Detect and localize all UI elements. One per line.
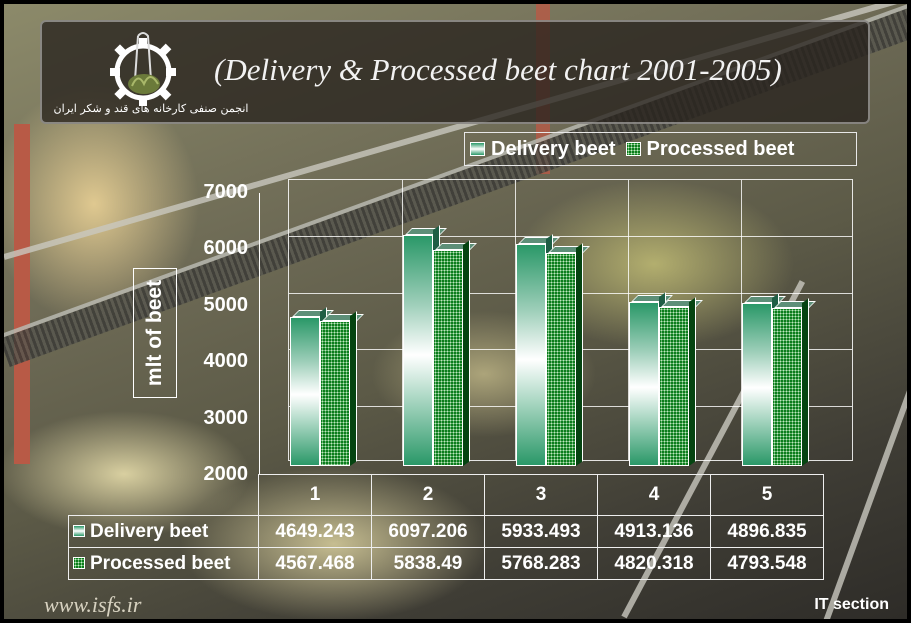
table-cell: 4567.468 [258,547,372,580]
bar-front-face [403,234,433,466]
website-link[interactable]: www.isfs.ir [44,592,142,617]
table-column-header: 4 [597,474,711,516]
bar-delivery-4 [629,291,673,466]
bar-top-face [435,242,477,250]
bar-top-face [322,314,364,322]
gridline [402,180,403,460]
table-row-label: Processed beet [68,547,259,580]
data-table: 1 2 3 4 5 Delivery beet 4649.243 6097.20… [68,474,824,580]
bar-front-face [516,244,546,466]
table-cell: 6097.206 [371,515,485,548]
bar-side-face [463,239,470,466]
bar-side-face [802,298,809,466]
y-tick: 2000 [203,463,249,485]
gridline [515,180,516,460]
gridline [289,236,852,237]
legend-label: Delivery beet [491,137,616,160]
slide: انجمن صنفی کارخانه های قند و شکر ایران (… [4,4,907,619]
gridline [628,180,629,460]
chart-legend: Delivery beet Processed beet [464,132,857,166]
y-axis-title-box [133,268,177,398]
y-tick: 5000 [203,294,249,316]
table-cell: 4649.243 [258,515,372,548]
bar-top-face [518,237,560,245]
bar-front-face [290,316,320,466]
bar-front-face [629,301,659,466]
table-cell: 5933.493 [484,515,598,548]
y-axis-line [259,193,260,475]
bar-side-face [689,297,696,466]
bar-delivery-2 [403,225,447,466]
table-row-label: Delivery beet [68,515,259,548]
bar-delivery-1 [290,306,334,466]
row-label-text: Delivery beet [90,520,209,542]
bar-front-face [659,306,689,466]
table-cell: 5838.49 [371,547,485,580]
table-corner [69,475,259,516]
y-tick: 3000 [203,407,249,429]
chart-title: (Delivery & Processed beet chart 2001-20… [214,52,782,87]
dotted-green-swatch-icon [73,557,85,570]
table-cell: 5768.283 [484,547,598,580]
bar-processed-5 [772,298,816,466]
footer-section-label: IT section [814,596,889,613]
y-axis-title: mlt of beet [143,279,166,387]
table-column-header: 2 [371,474,485,516]
row-label-text: Processed beet [90,552,231,574]
bar-processed-2 [433,239,477,466]
logo-caption: انجمن صنفی کارخانه های قند و شکر ایران [53,102,249,115]
gear-logo-icon [110,32,176,106]
y-tick: 6000 [203,237,249,259]
title-banner: انجمن صنفی کارخانه های قند و شکر ایران (… [40,20,870,124]
table-cell: 4820.318 [597,547,711,580]
table-cell: 4793.548 [710,547,824,580]
table-row: Processed beet 4567.468 5838.49 5768.283… [68,547,824,580]
bar-front-face [742,302,772,466]
background-pillar [14,124,30,464]
legend-item-delivery: Delivery beet [470,138,616,161]
table-column-header: 3 [484,474,598,516]
y-tick: 4000 [203,350,249,372]
gridline [741,180,742,460]
dotted-green-swatch-icon [625,142,641,156]
bar-front-face [320,321,350,466]
table-row: Delivery beet 4649.243 6097.206 5933.493… [68,515,824,548]
gradient-swatch-icon [73,525,85,538]
bar-processed-3 [546,243,590,466]
bar-front-face [433,249,463,466]
bar-processed-4 [659,297,703,466]
bar-processed-1 [320,311,364,466]
bar-top-face [405,227,447,235]
table-header-row: 1 2 3 4 5 [69,474,824,516]
bar-delivery-3 [516,234,560,466]
bar-side-face [576,243,583,466]
table-cell: 4896.835 [710,515,824,548]
bar-delivery-5 [742,292,786,466]
table-column-header: 1 [258,474,372,516]
bar-front-face [772,308,802,466]
legend-item-processed: Processed beet [625,137,795,161]
bar-side-face [350,311,357,466]
gradient-swatch-icon [470,142,485,156]
legend-label: Processed beet [646,137,795,160]
bar-top-face [661,299,703,307]
table-cell: 4913.136 [597,515,711,548]
table-column-header: 5 [710,474,824,516]
y-tick: 7000 [203,181,249,203]
bar-front-face [546,253,576,466]
